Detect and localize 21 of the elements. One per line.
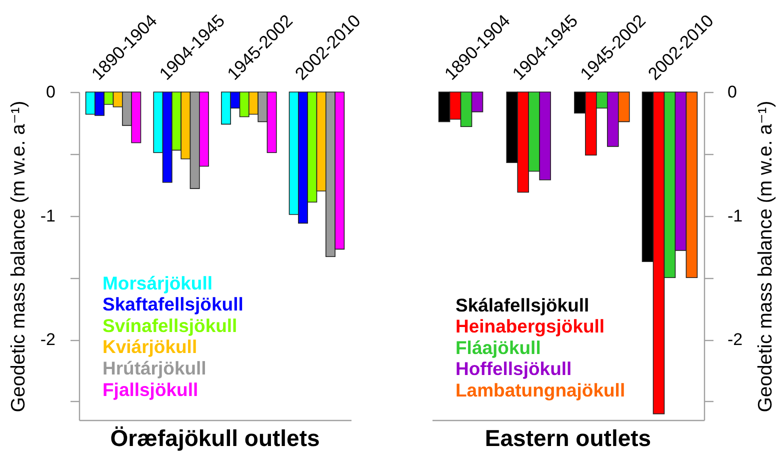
text: Svínafellsjökull	[102, 314, 238, 336]
text: Hrútárjökull	[102, 357, 206, 378]
y-axis-title: Geodetic mass balance (m w.e. a⁻¹)	[7, 100, 30, 412]
text: Kviárjökull	[102, 336, 198, 358]
text: Eastern outlets	[484, 425, 652, 451]
text: Fláajökull	[456, 336, 541, 358]
text: Heinabergsjökull	[456, 316, 605, 337]
y-tick-label: -1	[40, 206, 56, 226]
y2-axis-title: Geodetic mass balance (m w.e. a⁻¹)	[754, 100, 777, 412]
text: Lambatungnajökull	[456, 379, 626, 400]
text: Morsárjökull	[102, 272, 212, 294]
text: Fjallsjökull	[102, 378, 198, 400]
y-tick-label: 0	[46, 82, 56, 102]
y2-tick-label: -2	[728, 330, 743, 350]
text: Hoffellsjökull	[456, 358, 572, 380]
text: Skálafellsjökull	[456, 294, 590, 316]
text: Öræfajökull outlets	[110, 425, 320, 451]
y2-tick-label: -1	[728, 206, 743, 226]
y-tick-label: -2	[40, 330, 56, 350]
y2-tick-label: 0	[728, 82, 737, 102]
text: Skaftafellsjökull	[102, 294, 244, 315]
